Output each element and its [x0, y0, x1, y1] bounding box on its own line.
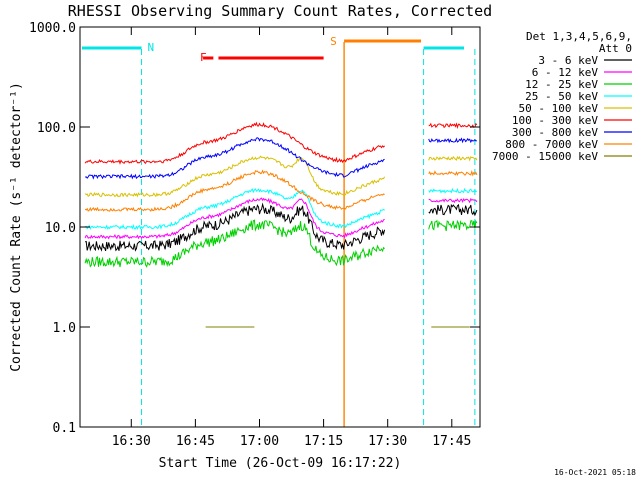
flag-label-s: S [330, 35, 337, 48]
legend-entry-label: 50 - 100 keV [519, 102, 599, 115]
legend-entry-label: 100 - 300 keV [512, 114, 598, 127]
series-line-segment [428, 197, 478, 204]
x-axis-label: Start Time (26-Oct-09 16:17:22) [159, 456, 402, 471]
x-tick-label: 17:15 [304, 434, 343, 449]
legend-entry-label: 7000 - 15000 keV [492, 150, 598, 163]
series-line-segment [428, 219, 478, 232]
series-line [84, 155, 386, 198]
chart-title: RHESSI Observing Summary Count Rates, Co… [68, 2, 492, 20]
y-axis-label: Corrected Count Rate (s⁻¹ detector⁻¹) [9, 82, 24, 372]
legend-header-1: Det 1,3,4,5,6,9, [526, 30, 632, 43]
series-line [84, 169, 385, 212]
legend-header-2: Att 0 [599, 42, 632, 55]
x-axis: 16:30 16:45 17:00 17:15 17:30 17:45 [112, 27, 471, 449]
legend-entry-label: 6 - 12 keV [532, 66, 599, 79]
x-tick-label: 17:45 [432, 434, 471, 449]
series-line [84, 202, 386, 252]
series-line-segment [428, 169, 478, 177]
series-line [84, 188, 385, 230]
flag-label-f: F [200, 51, 207, 64]
series-line-segment [428, 137, 477, 144]
x-tick-label: 16:45 [176, 434, 215, 449]
plot-area: N F S [79, 35, 478, 427]
legend-entry-label: 3 - 6 keV [538, 54, 598, 67]
y-tick-label: 1.0 [53, 321, 76, 336]
y-tick-label: 1000.0 [29, 21, 76, 36]
flag-label-n: N [148, 41, 155, 54]
series-line [84, 219, 385, 268]
legend-entry-label: 12 - 25 keV [525, 78, 598, 91]
series-line [84, 137, 385, 180]
series-line [84, 197, 385, 240]
series-line-segment [428, 122, 478, 129]
legend-entry-label: 800 - 7000 keV [505, 138, 598, 151]
series-line-segment [428, 187, 478, 194]
x-tick-label: 16:30 [112, 434, 151, 449]
series-line-segment [428, 155, 478, 162]
y-tick-label: 100.0 [37, 121, 76, 136]
y-tick-label: 10.0 [45, 221, 76, 236]
y-tick-label: 0.1 [53, 421, 76, 436]
series-line-segment [428, 203, 478, 217]
y-axis: 0.1 1.0 10.0 100.0 1000.0 [29, 21, 480, 436]
x-tick-label: 17:00 [240, 434, 279, 449]
legend-entry-label: 25 - 50 keV [525, 90, 598, 103]
footer-timestamp: 16-Oct-2021 05:18 [554, 468, 636, 477]
legend-entry-label: 300 - 800 keV [512, 126, 598, 139]
series-line [84, 121, 385, 165]
x-tick-label: 17:30 [368, 434, 407, 449]
